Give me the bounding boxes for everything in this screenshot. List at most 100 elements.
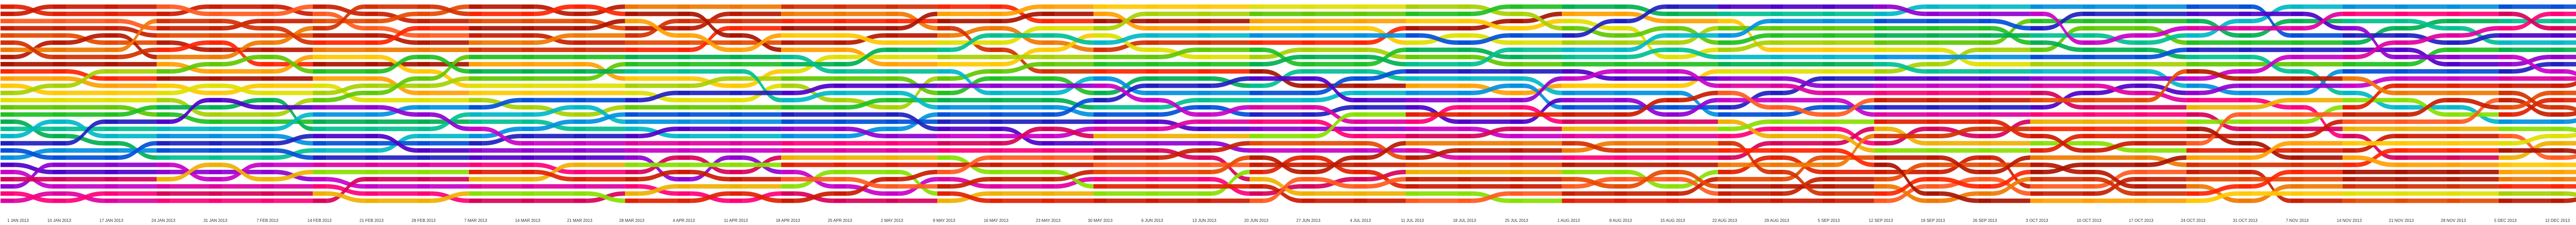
rank-block[interactable]	[1405, 4, 1419, 9]
rank-block[interactable]	[1, 105, 14, 110]
rank-block[interactable]	[1562, 119, 1575, 124]
rank-block[interactable]	[209, 112, 223, 117]
rank-block[interactable]	[2394, 148, 2408, 153]
rank-block[interactable]	[2186, 98, 2200, 103]
rank-block[interactable]	[1301, 176, 1315, 182]
rank-block[interactable]	[1145, 69, 1159, 74]
rank-block[interactable]	[833, 112, 847, 117]
rank-block[interactable]	[53, 33, 66, 38]
rank-block[interactable]	[625, 170, 639, 174]
rank-block[interactable]	[1614, 105, 1628, 110]
rank-block[interactable]	[209, 40, 223, 45]
rank-block[interactable]	[1, 191, 14, 196]
rank-block[interactable]	[1301, 69, 1315, 74]
rank-block[interactable]	[1614, 19, 1628, 24]
rank-block[interactable]	[1822, 198, 1836, 203]
rank-block[interactable]	[677, 11, 691, 17]
rank-block[interactable]	[677, 119, 691, 124]
rank-block[interactable]	[469, 112, 483, 117]
rank-block[interactable]	[521, 69, 535, 74]
rank-block[interactable]	[2082, 112, 2096, 117]
rank-block[interactable]	[2134, 141, 2148, 146]
rank-block[interactable]	[365, 40, 379, 45]
rank-block[interactable]	[1718, 198, 1732, 203]
rank-block[interactable]	[1926, 76, 1940, 81]
rank-block[interactable]	[2446, 55, 2460, 59]
rank-block[interactable]	[1145, 47, 1159, 52]
rank-block[interactable]	[1562, 184, 1575, 189]
rank-block[interactable]	[1249, 83, 1263, 88]
rank-block[interactable]	[417, 83, 431, 88]
rank-block[interactable]	[1978, 184, 1992, 189]
rank-block[interactable]	[1041, 98, 1055, 103]
rank-block[interactable]	[2238, 98, 2252, 103]
rank-block[interactable]	[2134, 83, 2148, 88]
rank-block[interactable]	[729, 134, 743, 138]
rank-block[interactable]	[1510, 26, 1523, 31]
rank-block[interactable]	[677, 105, 691, 110]
rank-block[interactable]	[2550, 170, 2564, 174]
rank-block[interactable]	[1926, 19, 1940, 24]
rank-block[interactable]	[781, 76, 795, 81]
rank-block[interactable]	[1, 11, 14, 17]
rank-block[interactable]	[1874, 155, 1888, 160]
rank-block[interactable]	[1770, 163, 1784, 167]
rank-block[interactable]	[1301, 47, 1315, 52]
rank-block[interactable]	[417, 112, 431, 117]
rank-block[interactable]	[2498, 134, 2512, 138]
rank-block[interactable]	[1978, 112, 1992, 117]
rank-block[interactable]	[1718, 83, 1732, 88]
rank-block[interactable]	[937, 98, 951, 103]
rank-block[interactable]	[2134, 76, 2148, 81]
rank-block[interactable]	[521, 19, 535, 24]
rank-block[interactable]	[1718, 19, 1732, 24]
rank-block[interactable]	[2082, 198, 2096, 203]
rank-block[interactable]	[209, 191, 223, 196]
rank-block[interactable]	[2082, 4, 2096, 9]
rank-block[interactable]	[729, 55, 743, 59]
rank-block[interactable]	[1926, 69, 1940, 74]
rank-block[interactable]	[1718, 141, 1732, 146]
rank-block[interactable]	[1770, 4, 1784, 9]
rank-block[interactable]	[1562, 163, 1575, 167]
rank-block[interactable]	[2082, 76, 2096, 81]
rank-block[interactable]	[2290, 198, 2304, 203]
rank-block[interactable]	[729, 40, 743, 45]
rank-block[interactable]	[1249, 155, 1263, 160]
rank-block[interactable]	[1562, 76, 1575, 81]
rank-block[interactable]	[313, 198, 327, 203]
rank-block[interactable]	[365, 170, 379, 174]
rank-block[interactable]	[1, 90, 14, 95]
rank-block[interactable]	[989, 83, 1003, 88]
rank-block[interactable]	[157, 11, 171, 17]
rank-block[interactable]	[261, 33, 275, 38]
rank-block[interactable]	[521, 176, 535, 182]
rank-block[interactable]	[1353, 170, 1367, 174]
rank-block[interactable]	[2394, 47, 2408, 52]
rank-block[interactable]	[521, 134, 535, 138]
rank-block[interactable]	[1197, 33, 1211, 38]
rank-block[interactable]	[2550, 47, 2564, 52]
rank-block[interactable]	[1978, 176, 1992, 182]
rank-block[interactable]	[1405, 62, 1419, 67]
rank-block[interactable]	[209, 98, 223, 103]
rank-block[interactable]	[1510, 141, 1523, 146]
rank-block[interactable]	[209, 176, 223, 182]
rank-block[interactable]	[1562, 112, 1575, 117]
rank-block[interactable]	[1405, 191, 1419, 196]
rank-block[interactable]	[417, 47, 431, 52]
rank-block[interactable]	[677, 83, 691, 88]
rank-block[interactable]	[781, 4, 795, 9]
rank-block[interactable]	[937, 40, 951, 45]
rank-block[interactable]	[1822, 83, 1836, 88]
rank-block[interactable]	[2030, 62, 2044, 67]
rank-block[interactable]	[365, 19, 379, 24]
rank-block[interactable]	[989, 163, 1003, 167]
rank-block[interactable]	[937, 55, 951, 59]
rank-block[interactable]	[2550, 55, 2564, 59]
rank-block[interactable]	[729, 69, 743, 74]
rank-block[interactable]	[937, 62, 951, 67]
rank-block[interactable]	[1874, 105, 1888, 110]
rank-block[interactable]	[1353, 105, 1367, 110]
rank-block[interactable]	[729, 47, 743, 52]
